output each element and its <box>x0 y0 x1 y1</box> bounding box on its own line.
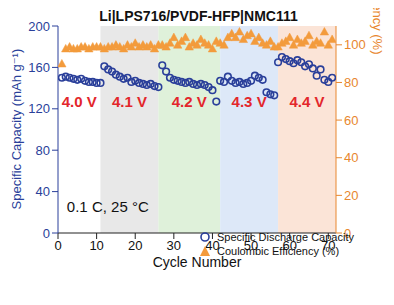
svg-text:80: 80 <box>344 75 358 90</box>
svg-text:4.4 V: 4.4 V <box>290 93 325 110</box>
svg-text:100: 100 <box>344 37 366 52</box>
svg-text:70: 70 <box>321 238 335 253</box>
svg-text:200: 200 <box>28 19 50 34</box>
svg-text:40: 40 <box>36 184 50 199</box>
svg-text:60: 60 <box>282 238 296 253</box>
svg-text:40: 40 <box>344 150 358 165</box>
svg-text:4.3 V: 4.3 V <box>232 93 267 110</box>
svg-text:160: 160 <box>28 60 50 75</box>
svg-text:4.1 V: 4.1 V <box>112 93 147 110</box>
svg-text:0.1 C, 25 °C: 0.1 C, 25 °C <box>67 198 149 215</box>
svg-text:40: 40 <box>205 238 219 253</box>
svg-text:120: 120 <box>28 101 50 116</box>
svg-text:20: 20 <box>344 188 358 203</box>
svg-text:0: 0 <box>54 238 61 253</box>
svg-text:4.2 V: 4.2 V <box>172 93 207 110</box>
svg-text:Cycle Number: Cycle Number <box>153 254 242 270</box>
svg-text:10: 10 <box>89 238 103 253</box>
svg-text:0: 0 <box>344 226 351 241</box>
svg-text:50: 50 <box>244 238 258 253</box>
svg-text:30: 30 <box>167 238 181 253</box>
svg-text:0: 0 <box>43 226 50 241</box>
svg-text:4.0 V: 4.0 V <box>62 93 97 110</box>
svg-text:Coulombic Efficiency (%): Coulombic Efficiency (%) <box>370 8 385 55</box>
svg-text:Specific Capacity (mAh g⁻¹): Specific Capacity (mAh g⁻¹) <box>9 49 24 210</box>
svg-text:20: 20 <box>128 238 142 253</box>
svg-text:60: 60 <box>344 113 358 128</box>
svg-text:80: 80 <box>36 143 50 158</box>
